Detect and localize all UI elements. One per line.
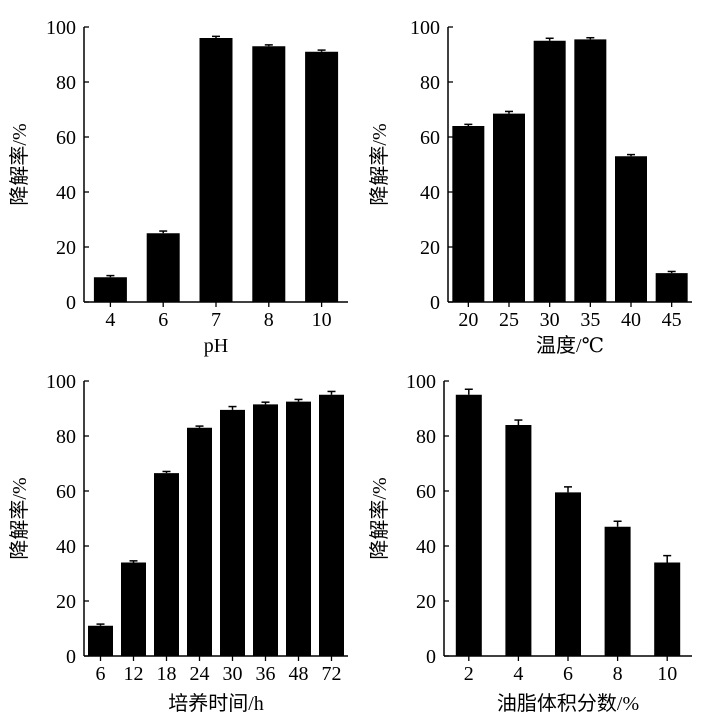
y-tick-label: 100 — [46, 371, 76, 393]
bar — [452, 126, 485, 302]
bar — [220, 409, 245, 656]
x-tick-label: 7 — [211, 309, 221, 331]
x-tick-label: 45 — [662, 309, 682, 331]
y-tick-label: 100 — [46, 17, 76, 39]
x-axis-title: 温度/℃ — [536, 334, 604, 357]
y-tick-label: 60 — [420, 127, 440, 149]
bar — [253, 404, 278, 656]
bar — [121, 562, 146, 656]
y-tick-label: 0 — [426, 646, 436, 668]
x-tick-label: 10 — [312, 309, 332, 331]
y-tick-label: 80 — [416, 426, 436, 448]
y-axis-title: 降解率/% — [368, 477, 391, 559]
y-tick-label: 20 — [56, 237, 76, 259]
y-tick-label: 40 — [56, 182, 76, 204]
x-tick-label: 18 — [157, 663, 177, 685]
bar — [505, 425, 532, 656]
y-tick-label: 100 — [410, 17, 440, 39]
chart-2: 0 20 40 60 80 100 20 25 30 35 40 45 温度/℃ 降解率/% — [368, 17, 692, 357]
y-tick-label: 0 — [66, 292, 76, 314]
bar — [604, 526, 631, 656]
bar — [93, 277, 127, 302]
x-tick-label: 30 — [540, 309, 560, 331]
y-tick-label: 20 — [416, 591, 436, 613]
y-tick-label: 60 — [56, 127, 76, 149]
y-tick-label: 40 — [56, 536, 76, 558]
x-axis-title: pH — [204, 335, 228, 357]
bar — [574, 39, 607, 302]
x-tick-label: 24 — [190, 663, 210, 685]
bar — [319, 394, 344, 656]
x-tick-label: 35 — [580, 309, 600, 331]
y-tick-label: 20 — [420, 237, 440, 259]
y-tick-label: 80 — [56, 426, 76, 448]
x-tick-label: 30 — [223, 663, 243, 685]
chart-4: 0 20 40 60 80 100 2 4 6 8 10 油脂体积分数/% 降解率/% — [368, 371, 692, 715]
chart-1: 0 20 40 60 80 100 4 6 7 8 10 pH 降解率/% — [8, 17, 348, 357]
bar — [187, 427, 212, 656]
x-tick-label: 36 — [256, 663, 276, 685]
y-tick-label: 40 — [416, 536, 436, 558]
y-axis-title: 降解率/% — [8, 477, 31, 559]
x-tick-label: 40 — [621, 309, 641, 331]
y-tick-label: 60 — [416, 481, 436, 503]
y-axis-title: 降解率/% — [368, 123, 391, 205]
x-tick-label: 4 — [513, 663, 523, 685]
bar — [199, 38, 233, 302]
y-tick-label: 0 — [66, 646, 76, 668]
x-tick-label: 48 — [289, 663, 309, 685]
bar — [305, 51, 339, 302]
bar — [654, 562, 681, 656]
x-tick-label: 6 — [96, 663, 106, 685]
x-tick-label: 6 — [563, 663, 573, 685]
x-tick-label: 20 — [458, 309, 478, 331]
y-tick-label: 60 — [56, 481, 76, 503]
y-tick-label: 100 — [406, 371, 436, 393]
bar — [555, 492, 581, 656]
bar — [655, 273, 688, 302]
x-axis-title: 油脂体积分数/% — [497, 692, 639, 715]
y-tick-label: 0 — [430, 292, 440, 314]
y-tick-label: 20 — [56, 591, 76, 613]
x-tick-label: 12 — [124, 663, 144, 685]
bar — [615, 156, 647, 302]
x-tick-label: 8 — [264, 309, 274, 331]
bar — [154, 473, 179, 656]
x-tick-label: 8 — [613, 663, 623, 685]
x-tick-label: 6 — [158, 309, 168, 331]
y-axis-title: 降解率/% — [8, 123, 31, 205]
bar — [493, 113, 525, 302]
chart-3: 0 20 40 60 80 100 6 12 18 24 30 36 48 72 培养时间/h 降解率/% — [8, 371, 348, 715]
x-tick-label: 4 — [105, 309, 115, 331]
x-axis-title: 培养时间/h — [168, 692, 264, 715]
bar — [533, 40, 566, 302]
bar — [88, 625, 113, 656]
bar — [455, 394, 482, 656]
x-tick-label: 25 — [499, 309, 519, 331]
bar — [146, 233, 180, 302]
x-tick-label: 2 — [464, 663, 474, 685]
y-tick-label: 40 — [420, 182, 440, 204]
y-tick-label: 80 — [56, 72, 76, 94]
x-tick-label: 10 — [657, 663, 677, 685]
y-tick-label: 80 — [420, 72, 440, 94]
bar — [286, 401, 311, 656]
bar — [252, 46, 286, 302]
x-tick-label: 72 — [322, 663, 342, 685]
